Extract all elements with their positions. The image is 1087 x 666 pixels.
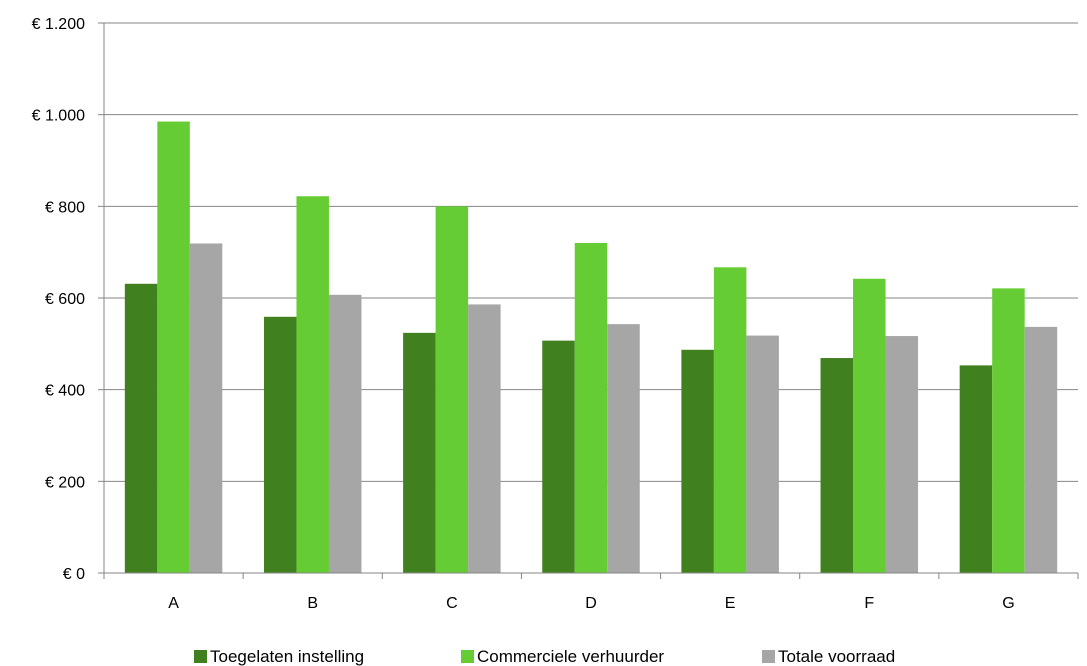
- bar-toegelaten-instelling-f: [820, 358, 854, 573]
- bar-totale-voorraad-f: [885, 336, 919, 573]
- y-tick-label: € 800: [45, 199, 85, 216]
- bar-totale-voorraad-e: [746, 335, 779, 573]
- bar-commerciele-verhuurder-a: [157, 121, 190, 574]
- x-tick-label: G: [1002, 595, 1014, 612]
- x-tick-label: F: [864, 595, 874, 612]
- bar-totale-voorraad-b: [328, 294, 362, 573]
- legend-label: Toegelaten instelling: [210, 647, 364, 666]
- y-tick-label: € 1.000: [32, 108, 85, 125]
- y-tick-label: € 1.200: [32, 16, 85, 33]
- legend-swatch: [194, 650, 207, 663]
- y-tick-label: € 400: [45, 383, 85, 400]
- bar-commerciele-verhuurder-f: [853, 278, 886, 573]
- y-tick-label: € 600: [45, 291, 85, 308]
- bar-commerciele-verhuurder-b: [296, 196, 329, 573]
- x-tick-label: A: [168, 595, 179, 612]
- x-tick-label: B: [307, 595, 318, 612]
- bar-toegelaten-instelling-e: [681, 349, 714, 573]
- legend-label: Totale voorraad: [778, 647, 895, 666]
- bars: [124, 121, 1058, 574]
- bar-totale-voorraad-c: [468, 304, 501, 573]
- bar-commerciele-verhuurder-e: [713, 267, 747, 573]
- legend-label: Commerciele verhuurder: [477, 647, 664, 666]
- legend: Toegelaten instelling Commerciele verhuur…: [194, 647, 895, 666]
- y-tick-labels: € 0 € 200 € 400 € 600 € 800 € 1.000 € 1.200: [32, 16, 85, 583]
- bar-totale-voorraad-g: [1024, 326, 1058, 573]
- y-tick-label: € 0: [63, 566, 85, 583]
- bar-toegelaten-instelling-b: [263, 316, 297, 573]
- bar-totale-voorraad-a: [189, 243, 223, 574]
- bar-toegelaten-instelling-c: [403, 332, 436, 573]
- bar-totale-voorraad-d: [607, 324, 640, 573]
- x-tick-label: D: [585, 595, 597, 612]
- bar-commerciele-verhuurder-d: [574, 243, 608, 573]
- axes: [98, 22, 1079, 579]
- bar-toegelaten-instelling-g: [959, 365, 993, 573]
- x-tick-labels: A B C D E F G: [168, 595, 1014, 612]
- y-tick-label: € 200: [45, 474, 85, 491]
- bar-commerciele-verhuurder-g: [992, 288, 1025, 573]
- bar-commerciele-verhuurder-c: [435, 206, 469, 574]
- bar-toegelaten-instelling-a: [124, 283, 158, 573]
- bar-toegelaten-instelling-d: [542, 340, 575, 573]
- x-tick-label: E: [725, 595, 736, 612]
- legend-swatch: [461, 650, 474, 663]
- legend-swatch: [762, 650, 775, 663]
- x-tick-label: C: [446, 595, 458, 612]
